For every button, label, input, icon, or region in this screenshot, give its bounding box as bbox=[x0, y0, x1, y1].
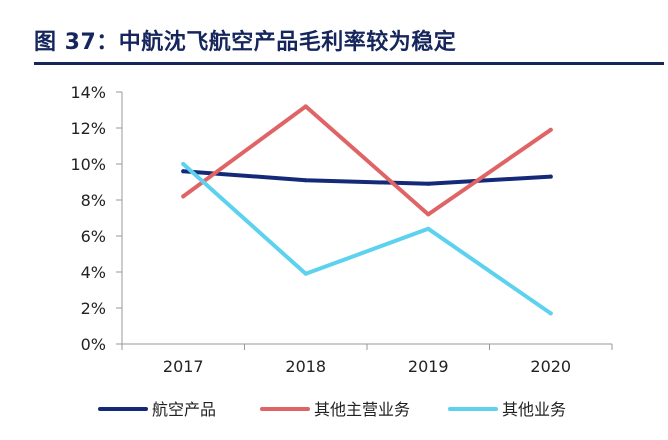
series-line-3 bbox=[181, 162, 553, 316]
series-3-point bbox=[426, 226, 431, 231]
series-1-point bbox=[426, 181, 431, 186]
series-1-point bbox=[548, 174, 553, 179]
y-tick-group: 0% 2% 4% 6% 8% 10% 12% 14% bbox=[70, 83, 122, 354]
series-2-point bbox=[303, 104, 308, 109]
y-tick-label: 0% bbox=[81, 335, 106, 354]
y-tick-label: 12% bbox=[70, 119, 106, 138]
y-tick-label: 8% bbox=[81, 191, 106, 210]
y-tick-label: 10% bbox=[70, 155, 106, 174]
x-tick-label: 2020 bbox=[530, 357, 571, 376]
x-tick-group: 2017 2018 2019 2020 bbox=[121, 344, 613, 376]
figure-title: 图 37：中航沈飞航空产品毛利率较为稳定 bbox=[34, 30, 457, 55]
series-3-point bbox=[303, 271, 308, 276]
series-line-1 bbox=[181, 169, 553, 186]
series-2-point bbox=[181, 194, 186, 199]
legend-label: 其他主营业务 bbox=[314, 400, 410, 419]
series-lines bbox=[181, 104, 553, 316]
legend-label: 航空产品 bbox=[152, 400, 216, 419]
x-tick-label: 2019 bbox=[408, 357, 449, 376]
legend: 航空产品 其他主营业务 其他业务 bbox=[98, 400, 566, 419]
x-axis: 2017 2018 2019 2020 bbox=[121, 343, 613, 376]
series-2-point bbox=[426, 212, 431, 217]
x-tick-label: 2018 bbox=[285, 357, 326, 376]
y-tick-label: 2% bbox=[81, 299, 106, 318]
series-1-point bbox=[181, 169, 186, 174]
series-1-point bbox=[303, 178, 308, 183]
y-tick-label: 14% bbox=[70, 83, 106, 102]
series-2-point bbox=[548, 127, 553, 132]
series-line-2 bbox=[181, 104, 553, 217]
title-divider bbox=[34, 62, 664, 65]
y-tick-label: 4% bbox=[81, 263, 106, 282]
series-3-point bbox=[548, 311, 553, 316]
y-tick-label: 6% bbox=[81, 227, 106, 246]
y-axis: 0% 2% 4% 6% 8% 10% 12% 14% bbox=[70, 83, 123, 354]
series-3-point bbox=[181, 162, 186, 166]
x-tick-label: 2017 bbox=[163, 357, 204, 376]
legend-label: 其他业务 bbox=[502, 400, 566, 419]
